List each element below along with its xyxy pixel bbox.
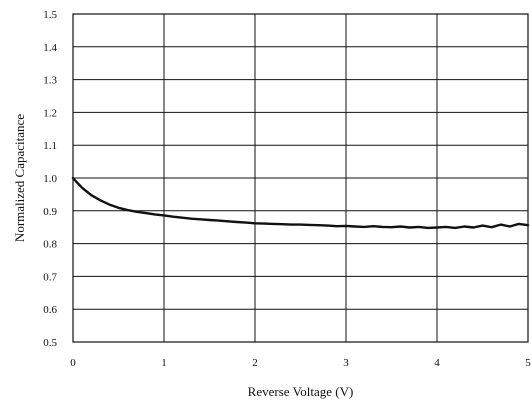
y-axis-label: Normalized Capacitance — [12, 114, 27, 242]
y-tick-label: 0.9 — [43, 206, 57, 218]
y-tick-label: 1.0 — [43, 173, 57, 185]
plot-layer: 0.5 0.6 0.7 0.8 0.9 1.0 1.1 1.2 1.3 1.4 1.5 0 1 2 3 4 5 — [43, 9, 531, 369]
y-tick-label: 1.3 — [43, 75, 57, 87]
y-tick-label: 1.1 — [43, 140, 57, 152]
y-tick-label: 1.2 — [43, 107, 57, 119]
x-tick-label: 5 — [525, 357, 531, 369]
x-tick-label: 2 — [252, 357, 258, 369]
y-tick-label: 0.8 — [43, 239, 57, 251]
y-tick-label: 1.4 — [43, 42, 57, 54]
x-axis-label: Reverse Voltage (V) — [248, 384, 354, 399]
y-tick-label: 0.6 — [43, 304, 57, 316]
x-tick-label: 3 — [343, 357, 349, 369]
x-tick-label: 1 — [161, 357, 167, 369]
y-tick-label: 0.5 — [43, 337, 57, 349]
series-line — [71, 176, 530, 230]
x-tick-label: 4 — [434, 357, 440, 369]
x-tick-label: 0 — [70, 357, 76, 369]
y-tick-label: 0.7 — [43, 271, 57, 283]
y-tick-label: 1.5 — [43, 9, 57, 21]
